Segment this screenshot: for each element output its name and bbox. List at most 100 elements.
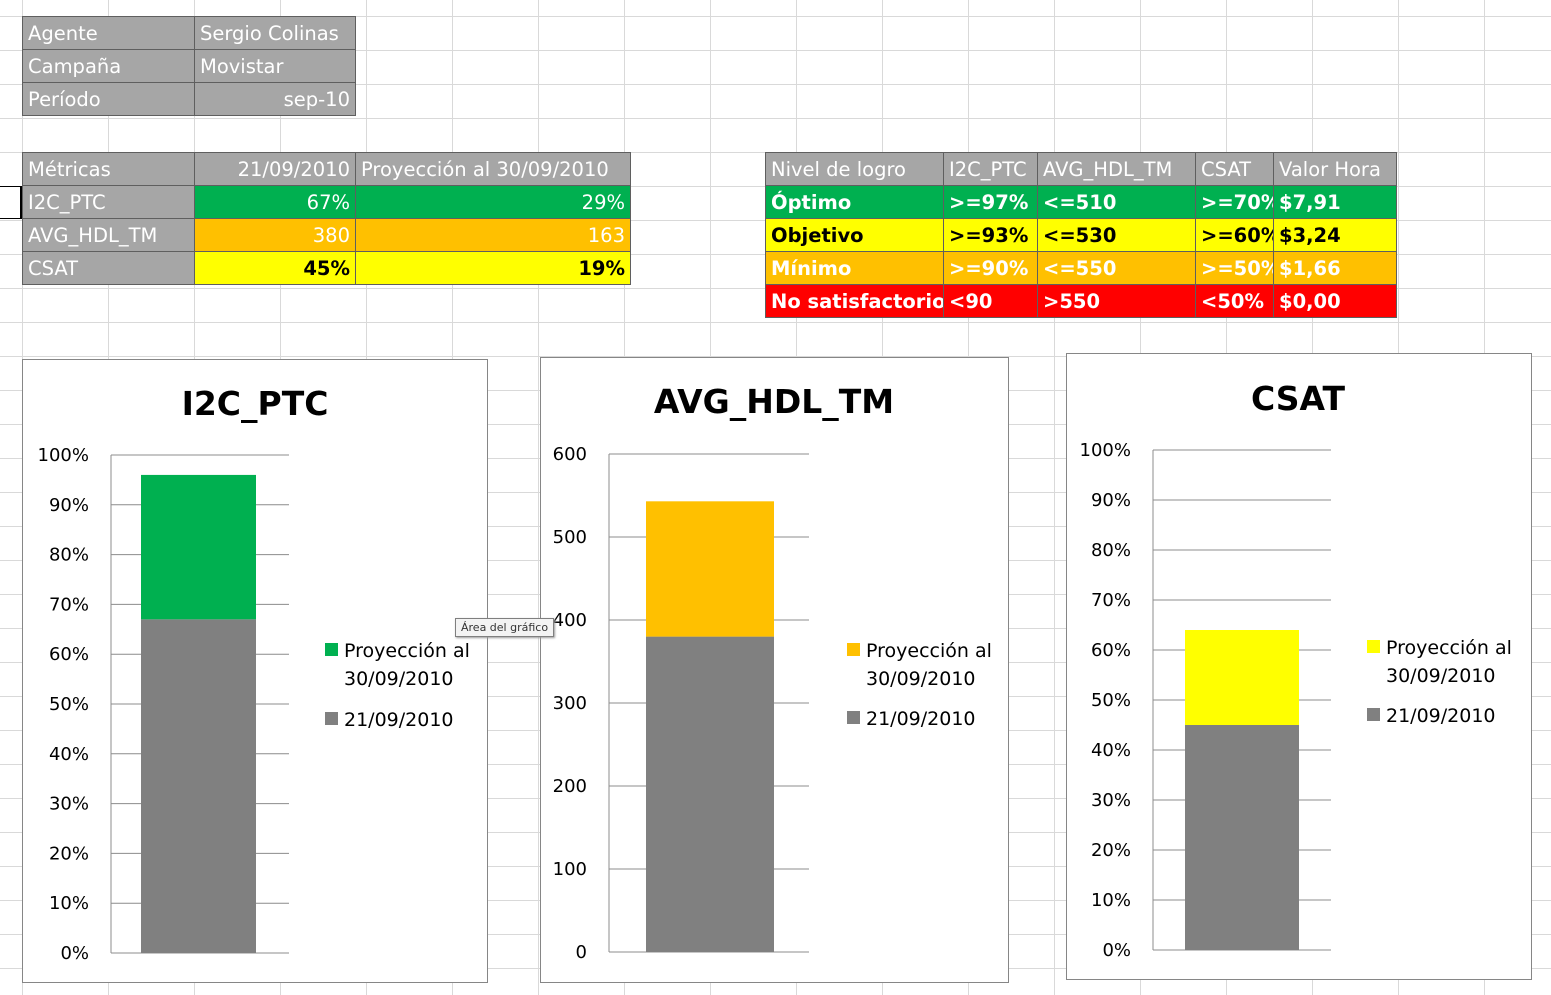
y-tick-label: 40% [1091, 740, 1131, 761]
info-label-cell[interactable]: Período [22, 82, 195, 116]
y-tick-label: 0% [1102, 940, 1131, 961]
info-row-campana: Campaña Movistar [22, 49, 356, 83]
legend-swatch [847, 711, 860, 724]
y-tick-label: 20% [1091, 840, 1131, 861]
legend-swatch [1367, 640, 1380, 653]
y-tick-label: 400 [553, 610, 587, 631]
info-table: Agente Sergio Colinas Campaña Movistar P… [22, 16, 356, 116]
y-tick-label: 70% [49, 594, 89, 615]
y-tick-label: 70% [1091, 590, 1131, 611]
info-value-cell[interactable]: Sergio Colinas [194, 16, 356, 50]
legend-label: 30/09/2010 [344, 668, 454, 690]
legend-label: Proyección al [866, 640, 992, 662]
y-tick-label: 50% [1091, 690, 1131, 711]
y-tick-label: 90% [1091, 490, 1131, 511]
legend-label: 21/09/2010 [866, 708, 976, 730]
levels-header-cell[interactable]: Nivel de logro [765, 152, 944, 186]
levels-row-minimo: Mínimo >=90% <=550 >=50% $1,66 [765, 251, 1397, 285]
metric-name-cell[interactable]: I2C_PTC [22, 185, 195, 219]
level-cell[interactable]: Mínimo [765, 251, 944, 285]
level-cell[interactable]: <=510 [1037, 185, 1196, 219]
metric-name-cell[interactable]: AVG_HDL_TM [22, 218, 195, 252]
level-cell[interactable]: Objetivo [765, 218, 944, 252]
levels-header-row: Nivel de logro I2C_PTC AVG_HDL_TM CSAT V… [765, 152, 1397, 186]
y-tick-label: 20% [49, 843, 89, 864]
y-tick-label: 300 [553, 693, 587, 714]
info-row-periodo: Período sep-10 [22, 82, 356, 116]
legend-label: 21/09/2010 [344, 709, 454, 731]
level-cell[interactable]: <=530 [1037, 218, 1196, 252]
bar-segment[interactable] [646, 636, 774, 952]
y-tick-label: 10% [49, 893, 89, 914]
chart-avg-hdl-tm-svg: AVG_HDL_TM 0 100 200 300 400 500 600 Proyección … [553, 382, 992, 963]
levels-row-optimo: Óptimo >=97% <=510 >=70% $7,91 [765, 185, 1397, 219]
levels-header-cell[interactable]: Valor Hora [1273, 152, 1397, 186]
level-cell[interactable]: $3,24 [1273, 218, 1397, 252]
selected-cell-marker [0, 186, 22, 219]
metric-current-cell[interactable]: 380 [194, 218, 356, 252]
level-cell[interactable]: >=70% [1195, 185, 1274, 219]
metrics-row-avg: AVG_HDL_TM 380 163 [22, 218, 631, 252]
chart-i2c-ptc[interactable]: I2C_PTC 0% 10% 20% 30% 40% 50% 60% 70% 80% 90% 100%… [22, 359, 488, 983]
metrics-row-csat: CSAT 45% 19% [22, 251, 631, 285]
bar-segment[interactable] [1185, 725, 1299, 950]
chart-csat[interactable]: CSAT 0% 10% 20% 30% 40% 50% 60% 70% 80% 90% 100% Pro… [1066, 353, 1532, 980]
levels-header-cell[interactable]: CSAT [1195, 152, 1274, 186]
y-tick-label: 100 [553, 859, 587, 880]
level-cell[interactable]: >550 [1037, 284, 1196, 318]
metric-projection-cell[interactable]: 163 [355, 218, 631, 252]
info-value-cell[interactable]: Movistar [194, 49, 356, 83]
bar-segment[interactable] [141, 474, 256, 620]
metric-current-cell[interactable]: 67% [194, 185, 356, 219]
y-tick-label: 90% [49, 495, 89, 516]
bar-segment[interactable] [141, 619, 256, 953]
y-tick-label: 30% [49, 794, 89, 815]
metrics-table: Métricas 21/09/2010 Proyección al 30/09/… [22, 152, 631, 285]
legend-label: Proyección al [1386, 637, 1512, 659]
level-cell[interactable]: >=93% [943, 218, 1038, 252]
bar-segment[interactable] [646, 501, 774, 637]
metric-projection-cell[interactable]: 19% [355, 251, 631, 285]
y-tick-label: 30% [1091, 790, 1131, 811]
levels-row-objetivo: Objetivo >=93% <=530 >=60% $3,24 [765, 218, 1397, 252]
bar-segment[interactable] [1185, 630, 1299, 725]
info-row-agente: Agente Sergio Colinas [22, 16, 356, 50]
info-label-cell[interactable]: Agente [22, 16, 195, 50]
y-tick-label: 50% [49, 694, 89, 715]
metrics-header-cell[interactable]: Métricas [22, 152, 195, 186]
chart-avg-hdl-tm[interactable]: AVG_HDL_TM 0 100 200 300 400 500 600 Proyección … [540, 357, 1009, 983]
level-cell[interactable]: Óptimo [765, 185, 944, 219]
y-tick-label: 500 [553, 527, 587, 548]
levels-header-cell[interactable]: I2C_PTC [943, 152, 1038, 186]
metrics-header-cell[interactable]: 21/09/2010 [194, 152, 356, 186]
legend-label: 30/09/2010 [866, 668, 976, 690]
level-cell[interactable]: <50% [1195, 284, 1274, 318]
level-cell[interactable]: >=90% [943, 251, 1038, 285]
y-tick-label: 60% [1091, 640, 1131, 661]
chart-title: I2C_PTC [182, 384, 329, 423]
level-cell[interactable]: $7,91 [1273, 185, 1397, 219]
metric-current-cell[interactable]: 45% [194, 251, 356, 285]
legend-swatch [325, 712, 338, 725]
legend-swatch [847, 643, 860, 656]
level-cell[interactable]: $0,00 [1273, 284, 1397, 318]
metrics-header-cell[interactable]: Proyección al 30/09/2010 [355, 152, 631, 186]
info-label-cell[interactable]: Campaña [22, 49, 195, 83]
y-tick-label: 100% [1080, 440, 1131, 461]
metric-name-cell[interactable]: CSAT [22, 251, 195, 285]
y-tick-label: 100% [38, 445, 89, 466]
level-cell[interactable]: <90 [943, 284, 1038, 318]
level-cell[interactable]: $1,66 [1273, 251, 1397, 285]
level-cell[interactable]: No satisfactorio [765, 284, 944, 318]
level-cell[interactable]: >=97% [943, 185, 1038, 219]
y-tick-label: 40% [49, 744, 89, 765]
level-cell[interactable]: >=50% [1195, 251, 1274, 285]
legend-swatch [1367, 708, 1380, 721]
metric-projection-cell[interactable]: 29% [355, 185, 631, 219]
levels-header-cell[interactable]: AVG_HDL_TM [1037, 152, 1196, 186]
level-cell[interactable]: >=60% [1195, 218, 1274, 252]
info-value-cell[interactable]: sep-10 [194, 82, 356, 116]
chart-csat-svg: CSAT 0% 10% 20% 30% 40% 50% 60% 70% 80% 90% 100% Pro… [1080, 379, 1512, 961]
legend-label: 30/09/2010 [1386, 665, 1496, 687]
level-cell[interactable]: <=550 [1037, 251, 1196, 285]
